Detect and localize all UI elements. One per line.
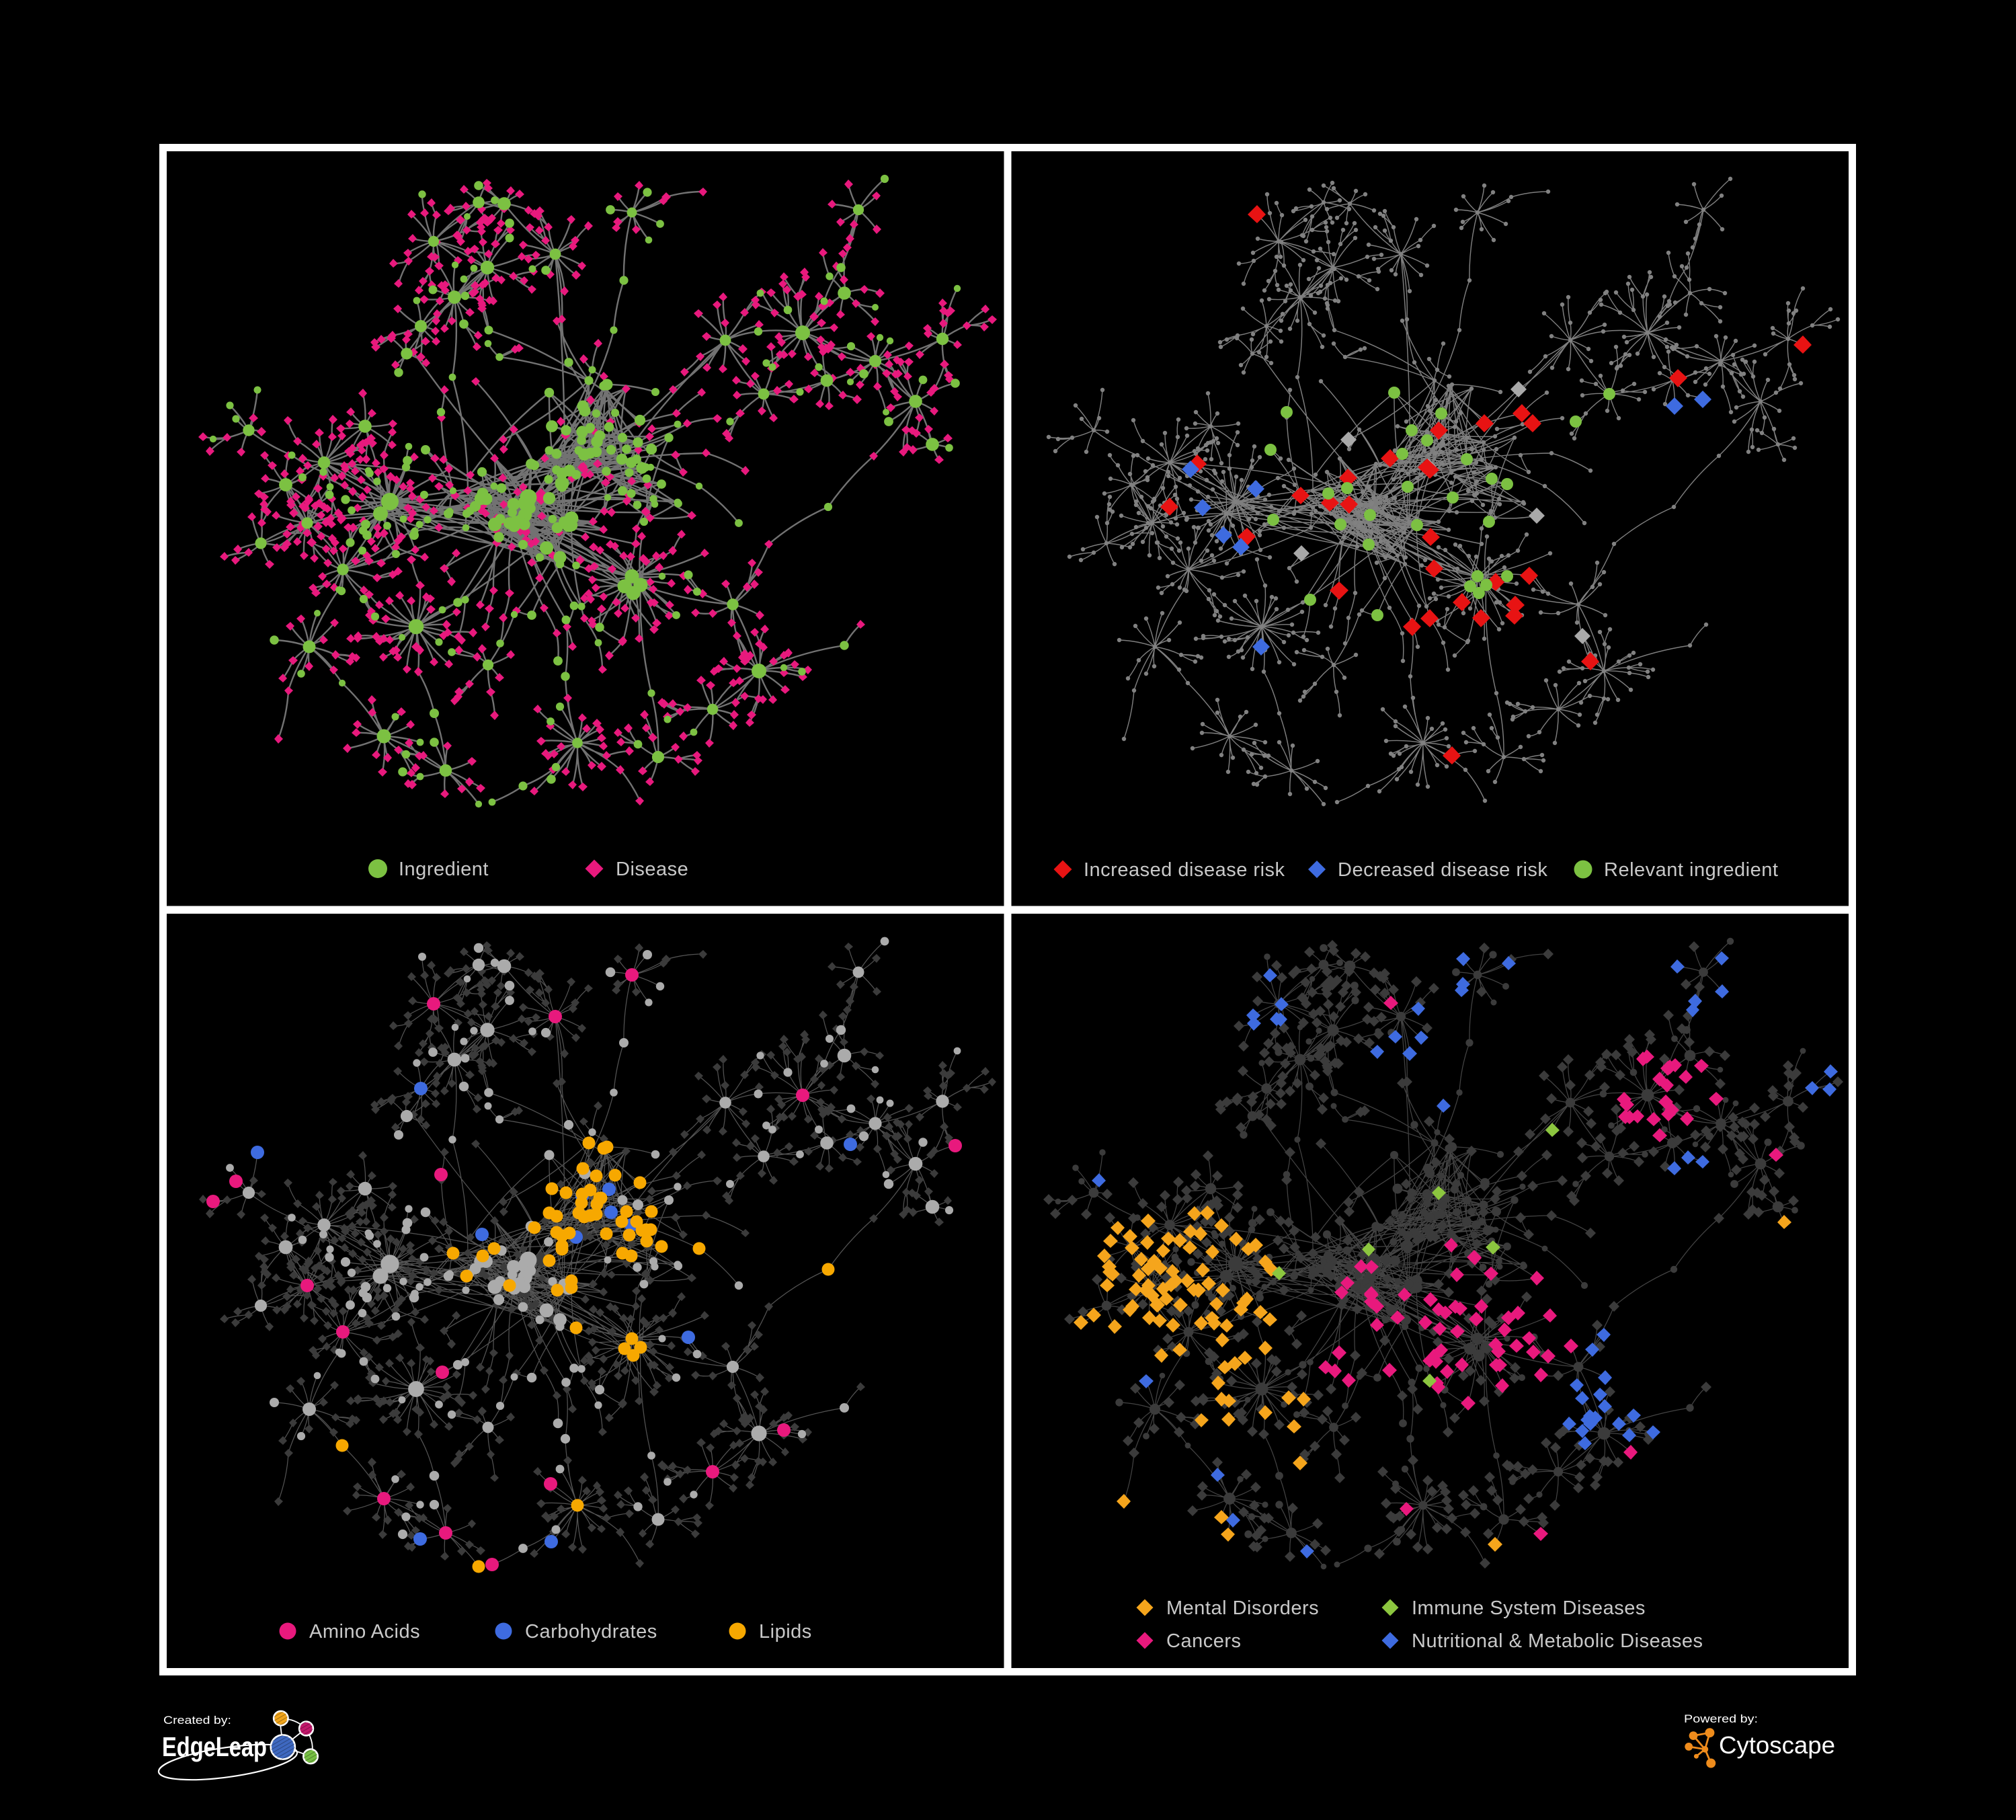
svg-text:Cancers: Cancers bbox=[1166, 1630, 1242, 1652]
svg-text:Ingredient: Ingredient bbox=[399, 859, 489, 880]
svg-text:Increased disease risk: Increased disease risk bbox=[1084, 859, 1285, 881]
svg-text:Relevant ingredient: Relevant ingredient bbox=[1604, 859, 1778, 881]
svg-text:Carbohydrates: Carbohydrates bbox=[525, 1621, 657, 1643]
svg-text:Created by:: Created by: bbox=[163, 1714, 231, 1727]
svg-text:Mental Disorders: Mental Disorders bbox=[1166, 1597, 1319, 1619]
svg-text:EdgeLeap: EdgeLeap bbox=[162, 1731, 267, 1762]
svg-text:Cytoscape: Cytoscape bbox=[1719, 1731, 1835, 1759]
svg-text:Decreased disease risk: Decreased disease risk bbox=[1338, 859, 1547, 881]
svg-text:Nutritional & Metabolic Diseas: Nutritional & Metabolic Diseases bbox=[1412, 1630, 1703, 1652]
svg-text:Lipids: Lipids bbox=[759, 1621, 812, 1643]
svg-text:Immune System Diseases: Immune System Diseases bbox=[1412, 1597, 1646, 1619]
svg-text:Amino Acids: Amino Acids bbox=[309, 1621, 420, 1643]
svg-text:Powered by:: Powered by: bbox=[1684, 1712, 1758, 1725]
svg-text:Disease: Disease bbox=[616, 859, 688, 880]
